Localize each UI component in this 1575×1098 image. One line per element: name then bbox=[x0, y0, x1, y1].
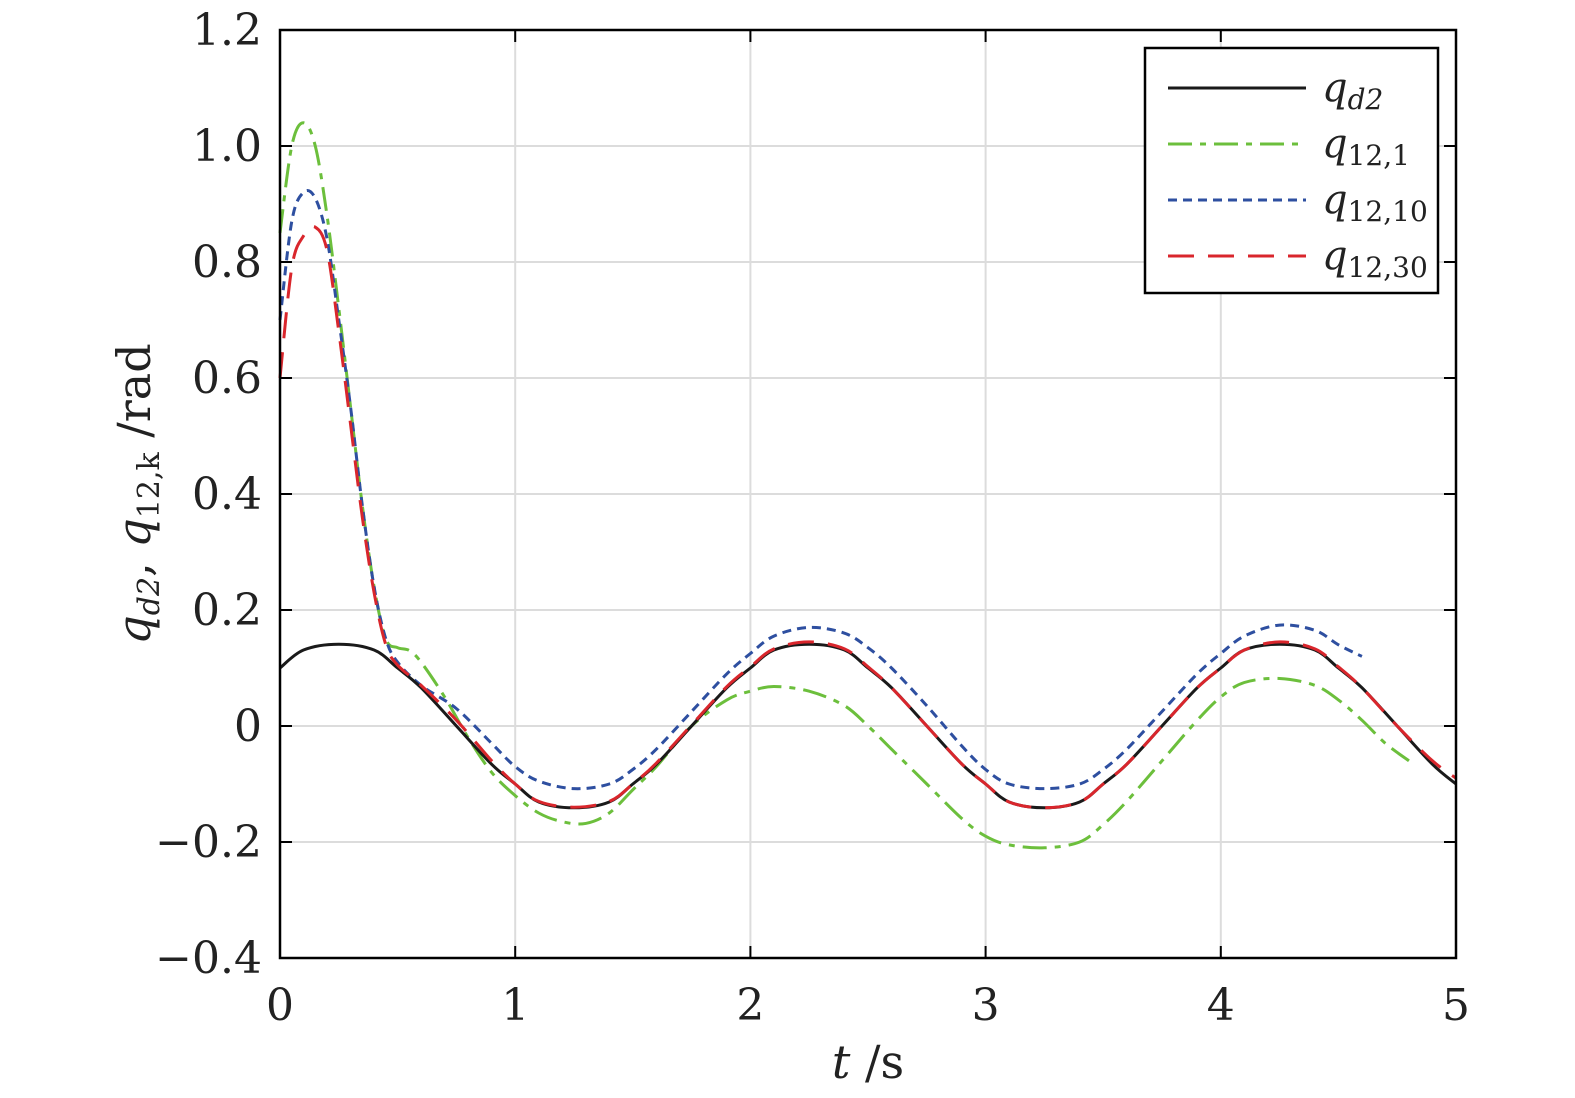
y-tick-label: 0.4 bbox=[192, 469, 262, 520]
x-axis-title: t /s bbox=[832, 1035, 904, 1089]
x-tick-label: 2 bbox=[736, 980, 764, 1031]
x-tick-label: 4 bbox=[1207, 980, 1235, 1031]
axis-ticks: 0 1 2 3 4 5 −0.4 −0.2 0 0.2 0.4 0.6 0.8 1.0 1.2 bbox=[155, 5, 1470, 1031]
x-tick-label: 1 bbox=[501, 980, 529, 1031]
series-line-q-12-10 bbox=[278, 188, 1363, 791]
legend: qd2 q12,1 q12,10 q12,30 bbox=[1143, 46, 1440, 295]
y-tick-label: −0.4 bbox=[155, 933, 262, 984]
series-line-q-12-30 bbox=[278, 225, 1457, 810]
x-tick-label: 3 bbox=[972, 980, 1000, 1031]
y-tick-label: 1.0 bbox=[192, 121, 262, 172]
y-tick-label: 1.2 bbox=[192, 5, 262, 56]
series-curves bbox=[278, 121, 1457, 850]
x-tick-label: 5 bbox=[1442, 980, 1470, 1031]
y-tick-label: 0.8 bbox=[192, 237, 262, 288]
legend-label-q12-1: q12,1 bbox=[1322, 121, 1410, 172]
x-tick-label: 0 bbox=[266, 980, 294, 1031]
legend-label-qd2: qd2 bbox=[1322, 65, 1383, 116]
legend-label-q12-30: q12,30 bbox=[1322, 233, 1428, 284]
y-tick-label: 0.2 bbox=[192, 585, 262, 636]
y-tick-label: 0.6 bbox=[192, 353, 262, 404]
y-tick-label: −0.2 bbox=[155, 817, 262, 868]
y-tick-label: 0 bbox=[234, 701, 262, 752]
y-axis-title: qd2, q12,k /rad bbox=[107, 343, 167, 644]
legend-label-q12-10: q12,10 bbox=[1322, 177, 1428, 228]
